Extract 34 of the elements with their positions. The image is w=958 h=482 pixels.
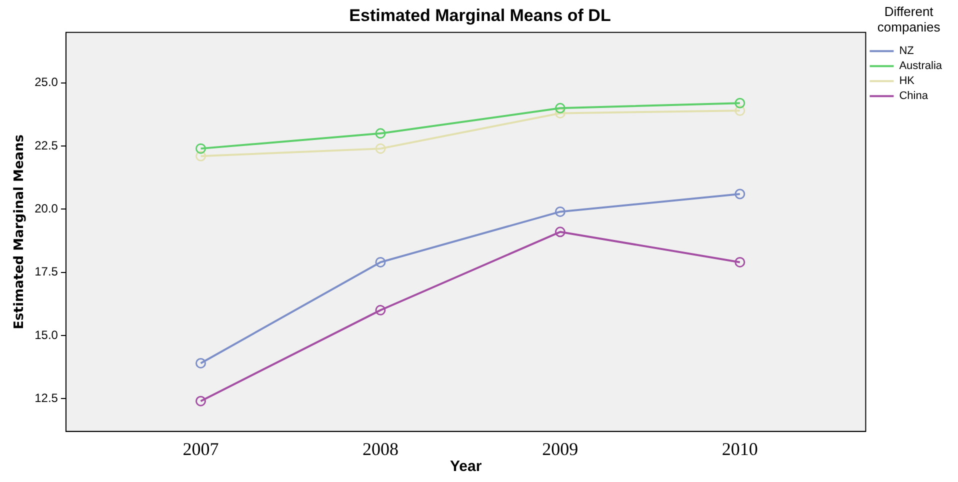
point: [195, 396, 206, 406]
legend-label: NZ: [899, 45, 914, 58]
point: [195, 150, 206, 162]
x-tick-label: 2009: [542, 438, 578, 459]
y-tick-label: 15.0: [34, 328, 58, 342]
point: [375, 304, 386, 316]
x-tick-label: 2008: [362, 438, 398, 459]
x-axis-title: Year: [450, 458, 482, 476]
point: [734, 98, 746, 108]
y-tick-label: 25.0: [34, 75, 58, 90]
y-axis-title: Estimated Marginal Means: [12, 134, 28, 330]
x-tick-label: 2007: [182, 438, 219, 459]
point: [375, 128, 386, 139]
point: [554, 226, 566, 238]
point: [195, 143, 206, 154]
point: [734, 188, 746, 200]
legend-title: Different companies: [877, 4, 941, 35]
y-tick-label: 22.5: [34, 138, 58, 152]
point: [734, 256, 746, 268]
legend-label: China: [899, 90, 929, 102]
point: [734, 105, 746, 116]
point: [195, 358, 206, 368]
x-tick-label: 2010: [722, 438, 758, 459]
y-tick-label: 17.5: [34, 264, 58, 279]
y-tick-label: 12.5: [34, 390, 58, 405]
point: [375, 143, 386, 154]
legend-label: Australia: [899, 60, 943, 72]
chart-title: Estimated Marginal Means of DL: [349, 6, 611, 25]
y-tick-label: 20.0: [34, 201, 58, 216]
point: [554, 102, 566, 114]
point: [554, 108, 566, 118]
point: [375, 256, 386, 268]
point: [554, 206, 566, 217]
legend-label: HK: [899, 75, 916, 88]
